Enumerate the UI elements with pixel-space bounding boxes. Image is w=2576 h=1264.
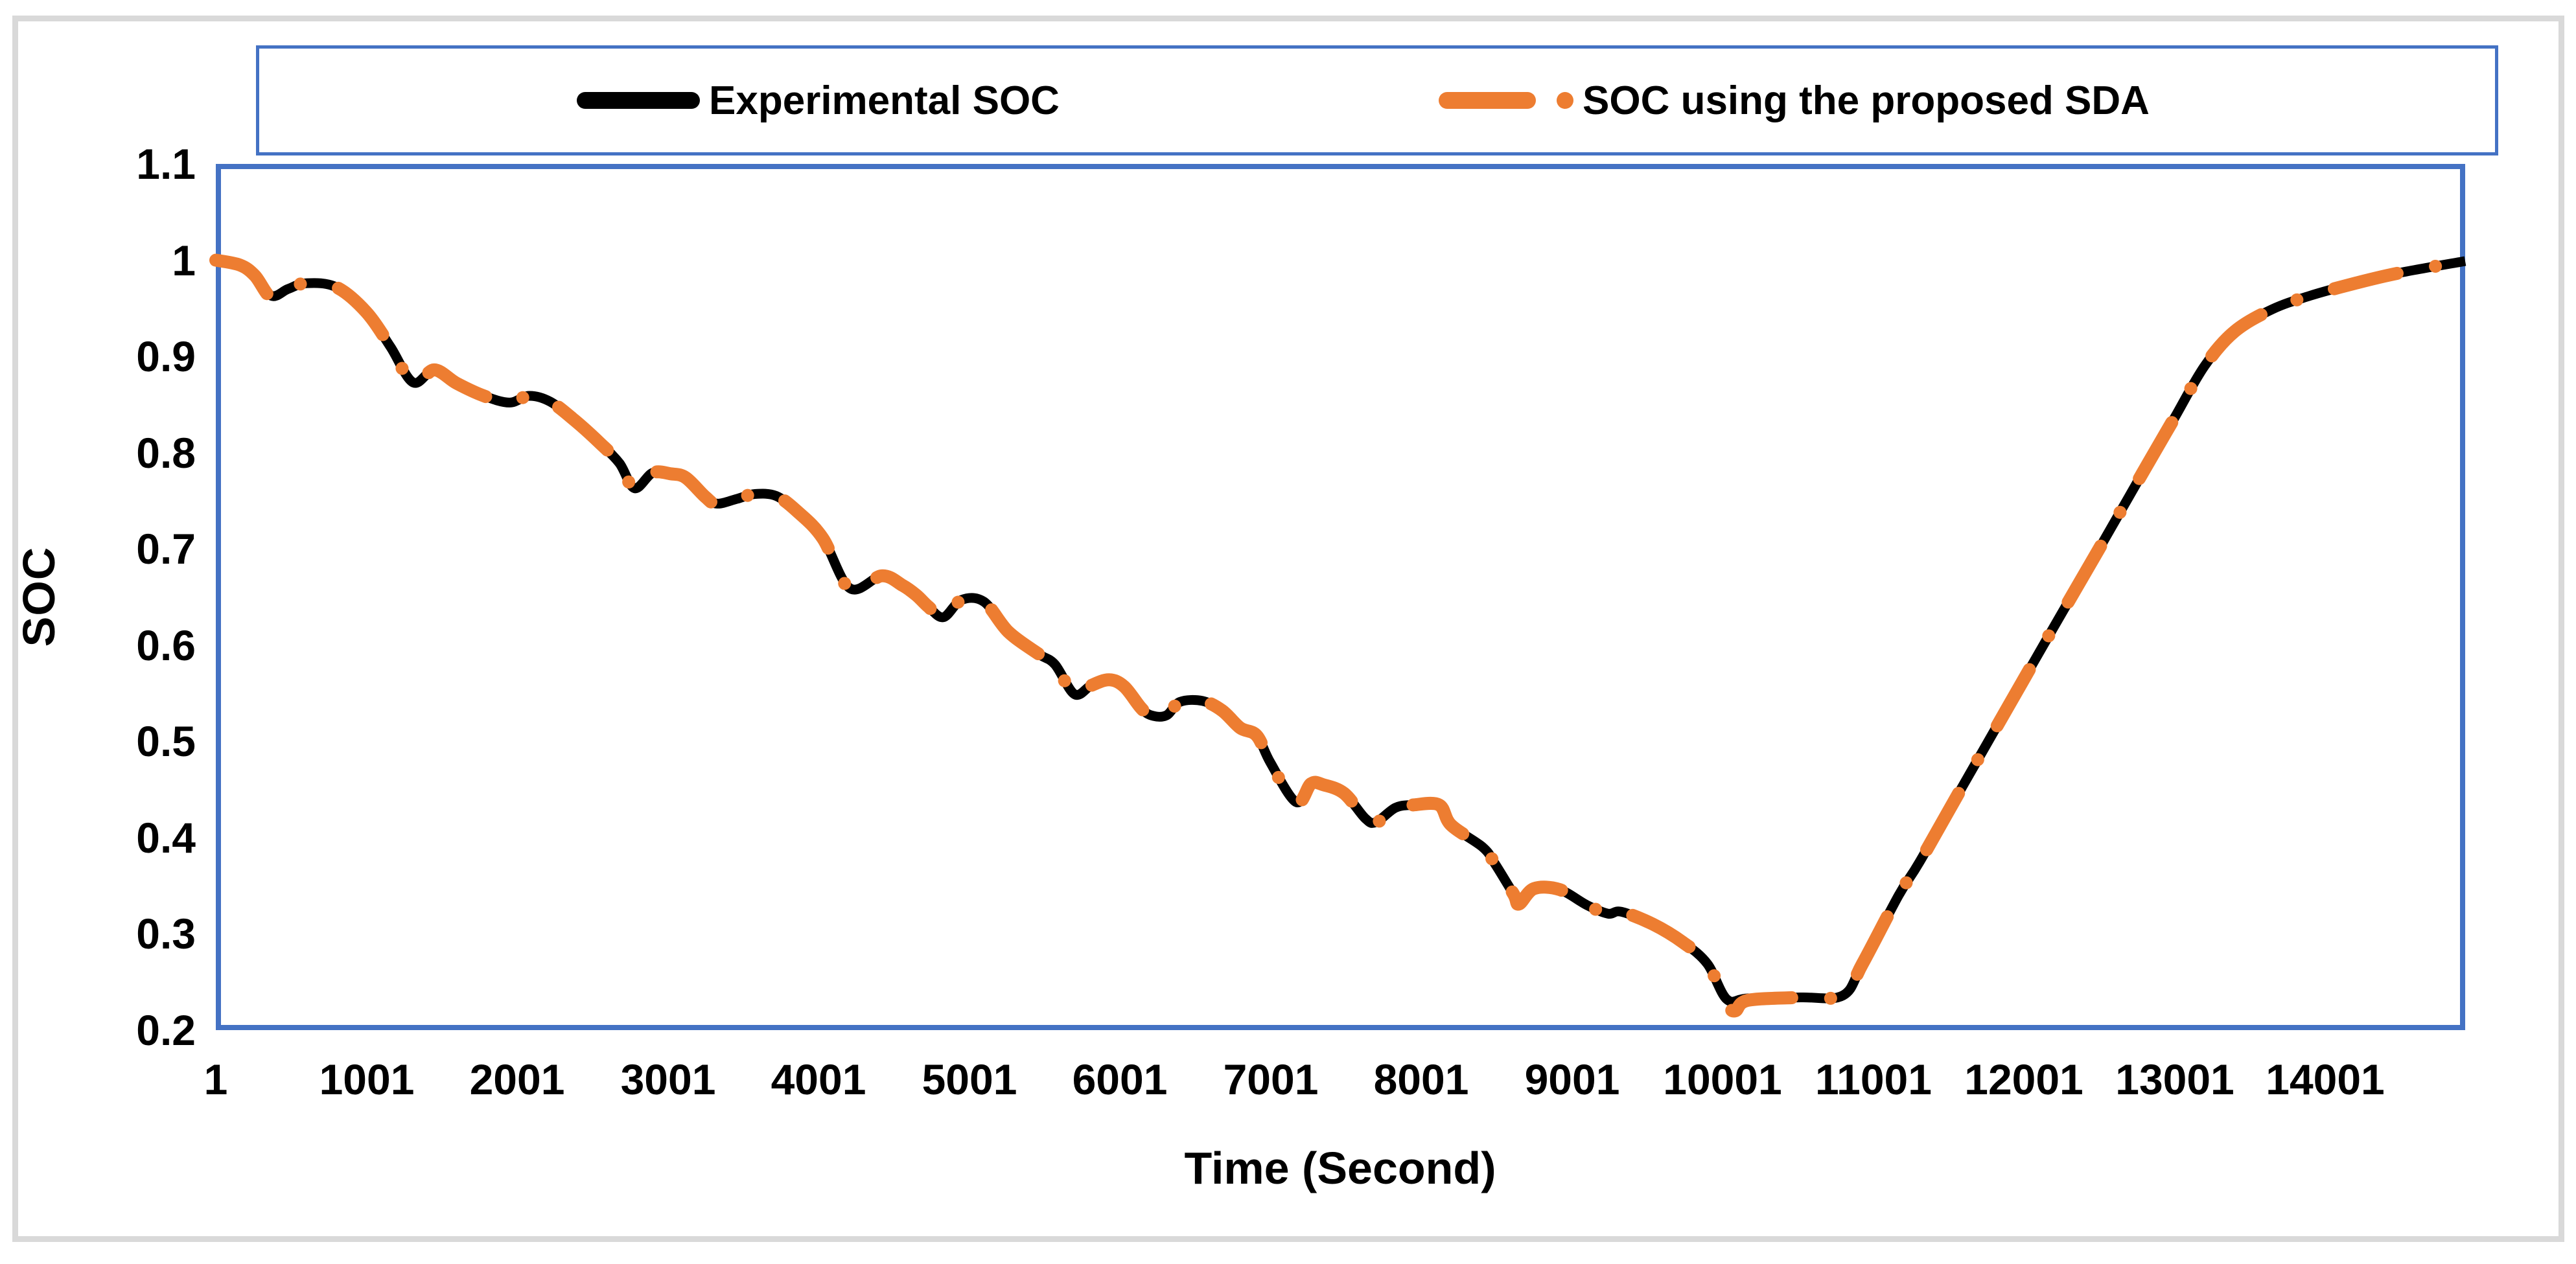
x-tick-label-2001: 2001	[469, 1055, 565, 1103]
legend-marker-sda-dash	[1439, 92, 1536, 109]
y-tick-label-0.7: 0.7	[136, 525, 196, 573]
y-tick-label-1.1: 1.1	[136, 140, 196, 188]
x-tick-label-3001: 3001	[620, 1055, 716, 1103]
x-tick-label-8001: 8001	[1373, 1055, 1469, 1103]
y-tick-label-0.5: 0.5	[136, 717, 196, 765]
x-axis-title: Time (Second)	[1184, 1143, 1496, 1193]
y-tick-label-0.8: 0.8	[136, 429, 196, 477]
x-tick-label-13001: 13001	[2115, 1055, 2234, 1103]
x-tick-label-11001: 11001	[1815, 1055, 1932, 1103]
y-tick-label-0.4: 0.4	[136, 814, 196, 862]
x-tick-label-7001: 7001	[1223, 1055, 1319, 1103]
plot-area-border	[216, 164, 2465, 1030]
x-tick-label-4001: 4001	[771, 1055, 866, 1103]
x-tick-label-10001: 10001	[1663, 1055, 1782, 1103]
x-tick-label-5001: 5001	[922, 1055, 1017, 1103]
x-tick-label-1: 1	[203, 1055, 228, 1103]
x-tick-label-12001: 12001	[1964, 1055, 2083, 1103]
legend-label-sda: SOC using the proposed SDA	[1583, 78, 2150, 123]
legend-marker-sda-dot	[1557, 92, 1573, 109]
x-tick-label-1001: 1001	[319, 1055, 415, 1103]
legend-marker-experimental-line	[577, 92, 700, 109]
y-tick-label-0.2: 0.2	[136, 1006, 196, 1054]
y-tick-label-0.9: 0.9	[136, 332, 196, 380]
legend-label-experimental: Experimental SOC	[709, 78, 1060, 123]
x-tick-label-9001: 9001	[1524, 1055, 1620, 1103]
y-tick-label-0.6: 0.6	[136, 621, 196, 669]
y-axis-title: SOC	[14, 546, 64, 647]
x-tick-label-6001: 6001	[1072, 1055, 1168, 1103]
y-tick-label-0.3: 0.3	[136, 910, 196, 958]
legend-box: Experimental SOC SOC using the proposed …	[256, 45, 2498, 155]
x-tick-label-14001: 14001	[2266, 1055, 2385, 1103]
legend-item-experimental: Experimental SOC	[577, 49, 1060, 152]
y-tick-label-1: 1	[172, 236, 196, 284]
legend-item-sda: SOC using the proposed SDA	[1439, 49, 2150, 152]
